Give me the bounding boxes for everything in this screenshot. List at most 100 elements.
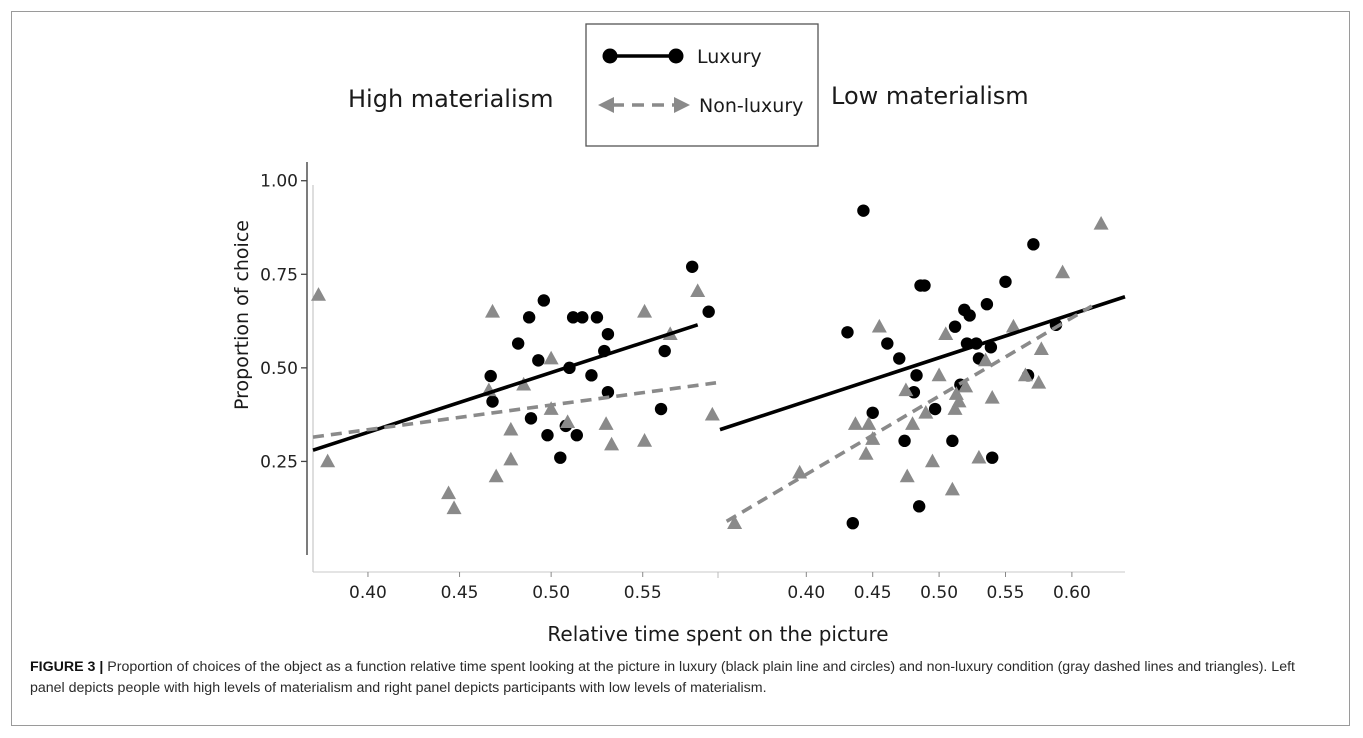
nonluxury-point <box>488 468 504 483</box>
legend-box <box>585 23 819 147</box>
x-tick-label: 0.50 <box>920 583 958 603</box>
nonluxury-point <box>441 485 457 500</box>
luxury-point <box>585 369 598 382</box>
x-tick-label: 0.40 <box>349 583 387 603</box>
nonluxury-point <box>516 376 532 391</box>
nonluxury-point <box>1005 318 1021 333</box>
nonluxury-point <box>485 303 501 318</box>
nonluxury-point <box>604 436 620 451</box>
luxury-point <box>566 311 580 324</box>
nonluxury-point <box>978 352 994 367</box>
luxury-point <box>980 298 994 311</box>
nonluxury-point <box>938 326 954 341</box>
nonluxury-point <box>1017 367 1033 382</box>
luxury-point <box>948 320 962 333</box>
luxury-point <box>576 311 589 324</box>
nonluxury-point <box>918 404 934 419</box>
x-tick-label: 0.55 <box>987 583 1025 603</box>
nonluxury-point <box>503 421 519 436</box>
nonluxury-point <box>690 283 706 297</box>
x-tick-label: 0.45 <box>441 583 479 603</box>
luxury-point <box>570 429 583 442</box>
legend-luxury-label: Luxury <box>697 46 762 68</box>
panel-title-low: Low materialism <box>831 82 1029 110</box>
luxury-point <box>532 354 545 367</box>
nonluxury-point <box>543 401 559 415</box>
y-ticks: 1.00 0.75 0.50 0.25 <box>260 172 307 472</box>
panel-low-materialism: 0.40 0.45 0.50 0.55 0.60 <box>719 204 1126 603</box>
nonluxury-point <box>1093 215 1109 230</box>
nonluxury-point <box>871 318 887 333</box>
nonluxury-point <box>1031 375 1047 389</box>
luxury-point <box>658 344 671 358</box>
luxury-point <box>881 337 894 350</box>
luxury-point <box>554 451 567 464</box>
x-tick-label: 0.40 <box>787 583 825 603</box>
nonluxury-point <box>792 464 808 479</box>
caption-text: Proportion of choices of the object as a… <box>30 659 1295 696</box>
luxury-point <box>511 337 525 350</box>
caption-label: FIGURE 3 | <box>30 659 104 675</box>
nonluxury-point <box>958 378 974 393</box>
nonluxury-point <box>971 449 987 464</box>
luxury-point <box>999 275 1012 288</box>
nonluxury-point <box>637 303 653 318</box>
nonluxury-point <box>861 416 877 430</box>
legend: Luxury Non-luxury <box>585 23 819 147</box>
luxury-point <box>898 434 911 448</box>
luxury-point <box>986 451 999 464</box>
nonluxury-point <box>320 453 336 468</box>
nonluxury-point <box>310 287 326 301</box>
panel-title-high: High materialism <box>348 85 554 113</box>
luxury-point <box>866 406 879 419</box>
nonluxury-point <box>924 453 940 468</box>
luxury-point <box>893 352 906 365</box>
luxury-point <box>537 294 551 307</box>
luxury-point <box>918 279 931 292</box>
nonluxury-point <box>931 367 947 382</box>
luxury-point <box>486 395 499 408</box>
luxury-point <box>857 204 870 217</box>
nonluxury-point <box>899 468 915 483</box>
luxury-point <box>685 260 699 273</box>
nonluxury-point <box>1033 341 1049 355</box>
nonluxury-point <box>947 401 963 415</box>
luxury-trend-line <box>312 323 699 452</box>
y-axis-title: Proportion of choice <box>231 220 253 410</box>
luxury-point <box>846 516 859 530</box>
nonluxury-point <box>905 416 921 430</box>
nonluxury-trend-line <box>725 304 1093 523</box>
luxury-point <box>984 341 998 354</box>
figure-chart: Luxury Non-luxury High materialism Low m… <box>231 23 1126 646</box>
luxury-point <box>912 500 926 513</box>
y-tick-label: 0.25 <box>260 452 298 472</box>
nonluxury-point <box>1055 264 1071 279</box>
luxury-point <box>963 309 976 322</box>
figure-caption: FIGURE 3 | Proportion of choices of the … <box>30 657 1330 699</box>
luxury-point <box>910 369 923 382</box>
luxury-point <box>590 311 604 324</box>
nonluxury-point <box>637 433 653 447</box>
nonluxury-point <box>598 416 614 430</box>
luxury-point <box>702 305 715 318</box>
luxury-point <box>524 412 538 425</box>
nonluxury-point <box>898 382 914 397</box>
x-axis-title: Relative time spent on the picture <box>547 622 888 646</box>
nonluxury-point <box>951 393 967 408</box>
legend-nonluxury-arrow-right <box>674 97 690 113</box>
nonluxury-point <box>446 500 462 515</box>
luxury-point <box>601 327 615 341</box>
x-tick-label: 0.45 <box>854 583 892 603</box>
luxury-point <box>484 369 497 383</box>
nonluxury-trend-line <box>312 381 717 439</box>
nonluxury-point <box>543 350 559 365</box>
luxury-point <box>522 311 536 324</box>
luxury-point <box>601 385 615 399</box>
y-tick-label: 0.50 <box>260 359 298 379</box>
x-tick-label: 0.60 <box>1053 583 1091 603</box>
luxury-point <box>541 429 554 442</box>
nonluxury-point <box>944 481 960 496</box>
legend-nonluxury-label: Non-luxury <box>699 95 803 117</box>
nonluxury-point <box>865 431 881 445</box>
x-tick-label: 0.50 <box>532 583 570 603</box>
